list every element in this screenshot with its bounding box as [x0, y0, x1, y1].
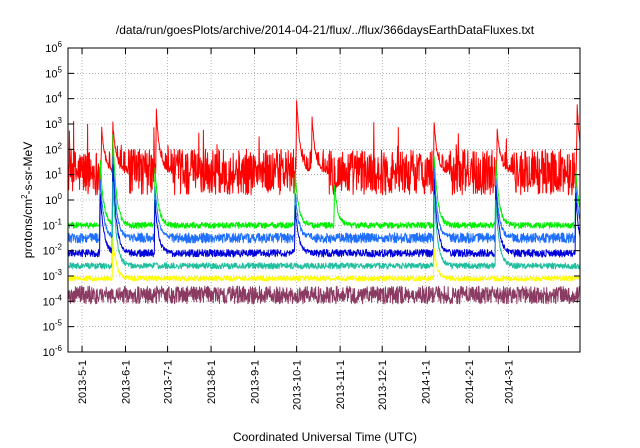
x-tick-label: 2013-6-1 — [121, 360, 133, 404]
y-tick-label-base: 10 — [45, 94, 57, 106]
flux-series-1 — [67, 134, 581, 229]
y-tick-label-base: 10 — [45, 144, 57, 156]
x-tick-label: 2013-5-1 — [77, 360, 89, 404]
y-tick-label-base: 10 — [43, 271, 55, 283]
x-tick-label: 2013-9-1 — [250, 360, 262, 404]
y-tick-label-exp: -2 — [55, 243, 63, 252]
y-axis-label-base: protons/cm — [21, 199, 35, 258]
y-axis-label: protons/cm2-s-sr-MeV — [20, 142, 35, 258]
y-tick-label: 10-5 — [43, 319, 63, 334]
y-tick-label: 10-2 — [43, 243, 63, 258]
y-tick-label-base: 10 — [45, 119, 57, 131]
y-axis-label-sup: 2 — [20, 194, 29, 199]
y-tick-label-base: 10 — [45, 170, 57, 182]
x-tick-label: 2013-7-1 — [163, 360, 175, 404]
x-tick-label: 2014-3-1 — [503, 360, 515, 404]
x-axis-label: Coordinated Universal Time (UTC) — [233, 430, 417, 444]
y-tick-label-base: 10 — [45, 195, 57, 207]
y-axis-ticks: 10-610-510-410-310-210-11001011021031041… — [43, 40, 580, 359]
y-tick-label-exp: -6 — [55, 344, 63, 353]
x-tick-label: 2013-11-1 — [335, 360, 347, 409]
flux-series-4 — [67, 181, 581, 270]
y-tick-label: 102 — [45, 141, 62, 156]
y-tick-label: 104 — [45, 91, 62, 106]
series-layer — [67, 100, 581, 305]
y-tick-label-base: 10 — [45, 68, 57, 80]
y-tick-label: 100 — [45, 192, 62, 207]
chart-title: /data/run/goesPlots/archive/2014-04-21/f… — [116, 23, 535, 37]
flux-series-2 — [67, 155, 581, 244]
y-tick-label: 101 — [45, 167, 62, 182]
flux-series-5 — [67, 236, 581, 282]
y-tick-label-exp: 0 — [58, 192, 63, 201]
y-tick-label-exp: 4 — [58, 91, 63, 100]
y-tick-label-exp: 3 — [58, 116, 63, 125]
y-tick-label: 103 — [45, 116, 62, 131]
y-tick-label: 10-1 — [43, 217, 63, 232]
x-tick-label: 2013-10-1 — [292, 360, 304, 410]
y-tick-label: 10-3 — [43, 268, 63, 283]
y-tick-label: 106 — [45, 40, 62, 55]
x-tick-label: 2013-12-1 — [377, 360, 389, 410]
y-tick-label-base: 10 — [45, 43, 57, 55]
y-tick-label-base: 10 — [43, 220, 55, 232]
y-tick-label: 10-4 — [43, 293, 63, 308]
y-tick-label-base: 10 — [43, 296, 55, 308]
x-tick-label: 2013-8-1 — [206, 360, 218, 404]
flux-series-0 — [67, 100, 581, 196]
y-tick-label-exp: -1 — [55, 217, 63, 226]
y-tick-label-base: 10 — [43, 322, 55, 334]
y-tick-label-base: 10 — [43, 246, 55, 258]
y-tick-label-exp: 6 — [58, 40, 63, 49]
y-tick-label-base: 10 — [43, 347, 55, 359]
y-tick-label-exp: -5 — [55, 319, 63, 328]
y-tick-label-exp: 1 — [58, 167, 63, 176]
y-tick-label: 105 — [45, 65, 62, 80]
y-tick-label-exp: -3 — [55, 268, 63, 277]
y-tick-label-exp: 2 — [58, 141, 63, 150]
y-tick-label: 10-6 — [43, 344, 63, 359]
flux-series-3 — [67, 164, 581, 258]
x-tick-label: 2014-1-1 — [421, 360, 433, 404]
y-axis-label-rest: -s-sr-MeV — [21, 142, 35, 195]
y-tick-label-exp: -4 — [55, 293, 63, 302]
flux-series-6 — [67, 285, 581, 305]
x-tick-label: 2014-2-1 — [464, 360, 476, 404]
y-tick-label-exp: 5 — [58, 65, 63, 74]
x-axis-ticks: 2013-5-1 2013-6-1 2013-7-1 2013-8-1 2013-9-1… — [77, 48, 515, 410]
